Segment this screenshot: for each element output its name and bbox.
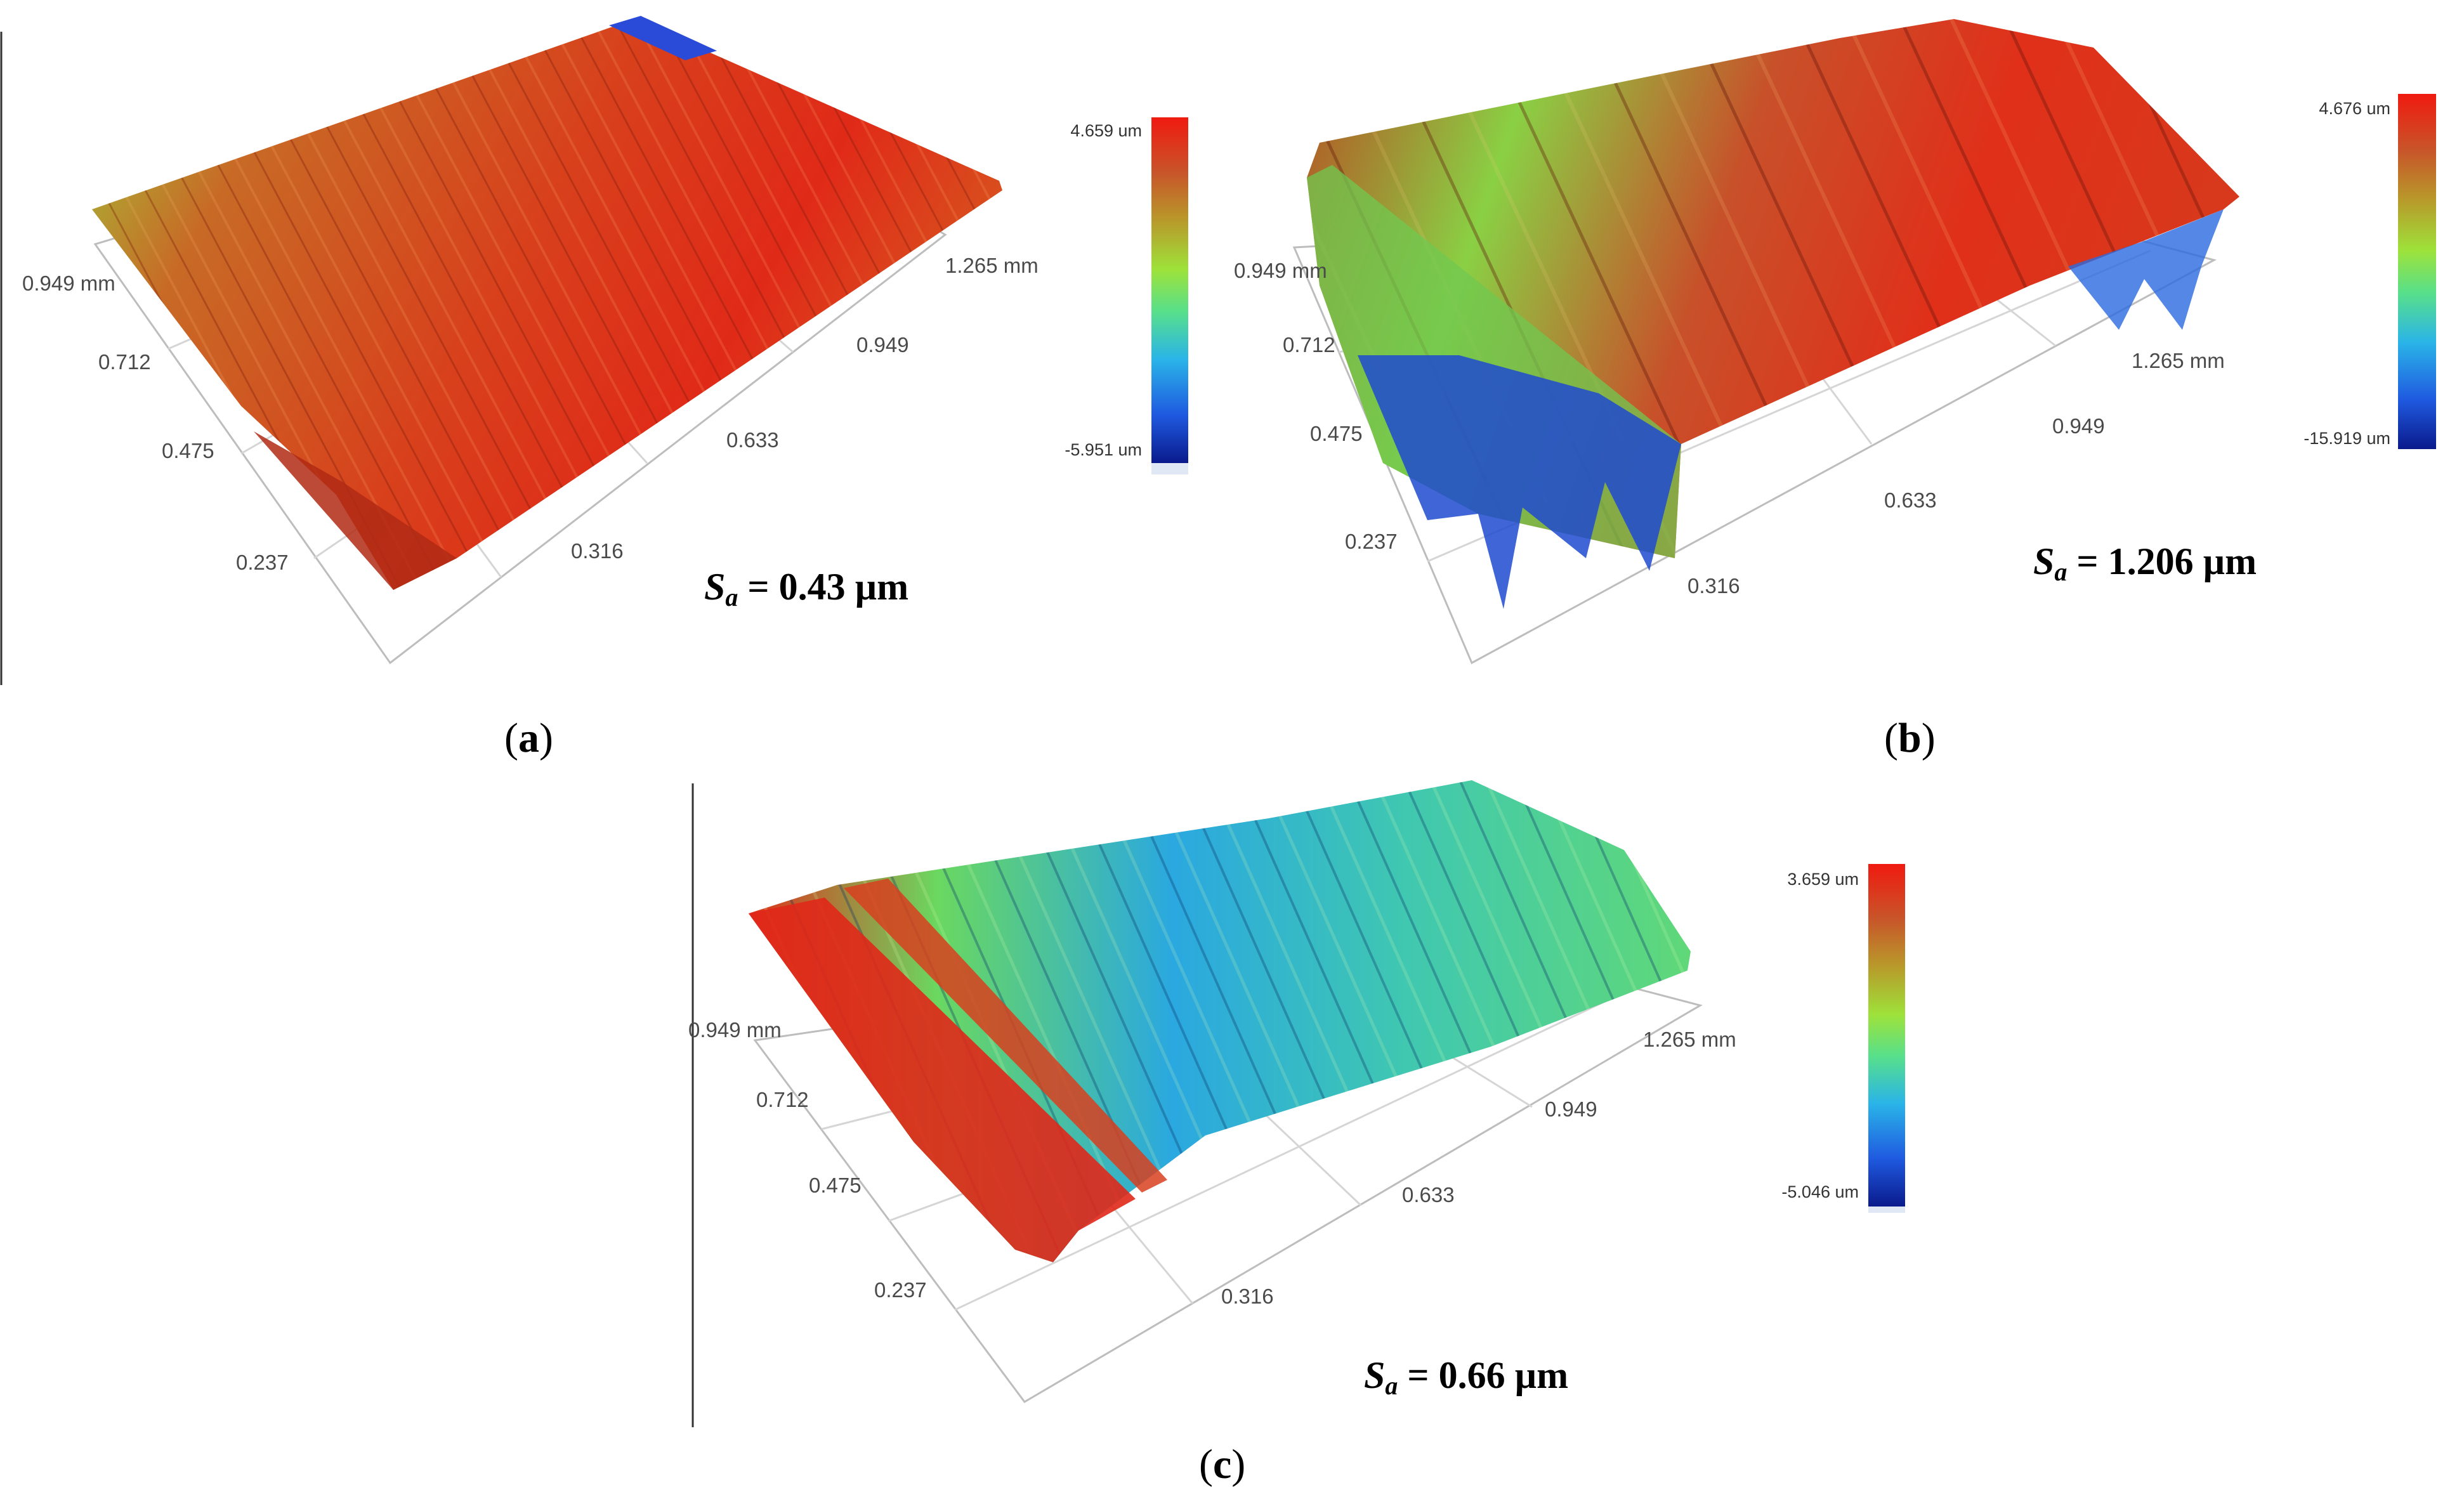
panel-a-y-tick: 1.265 mm [945, 254, 1039, 277]
panel-c-red-ridge-2 [844, 879, 1167, 1193]
panel-a-surface-texture [92, 19, 1002, 590]
panel-c-x-tick: 0.712 [756, 1088, 809, 1111]
panel-b-y-tick: 0.316 [1687, 574, 1740, 598]
panel-a-x-tick: 0.712 [98, 350, 151, 374]
panel-c-colorbar-min: -5.046 um [1781, 1182, 1859, 1201]
panel-c-y-tick: 0.316 [1221, 1285, 1274, 1308]
panel-b-x-tick: 0.475 [1310, 422, 1363, 445]
panel-c-colorbar-max: 3.659 um [1787, 870, 1859, 889]
panel-b-caption: (b) [1884, 715, 1936, 761]
panel-b-deep-valleys [1358, 355, 1681, 609]
panel-c-x-tick: 0.237 [874, 1278, 927, 1302]
panel-b-colorbar-max: 4.676 um [2319, 99, 2390, 118]
panel-c-y-tick: 0.949 [1545, 1097, 1597, 1121]
panel-c-x-tick: 0.949 mm [688, 1018, 782, 1042]
panel-b: 0.949 mm 0.712 0.475 0.237 0.316 0.633 0… [1234, 19, 2436, 761]
panel-c-y-tick: 1.265 mm [1643, 1028, 1736, 1051]
panel-a-x-tick: 0.237 [236, 551, 289, 574]
panel-c-colorbar-scroll [1868, 1206, 1905, 1213]
panel-c-caption: (c) [1199, 1441, 1245, 1488]
panel-b-right-valleys [2068, 209, 2224, 330]
panel-b-x-tick: 0.949 mm [1234, 259, 1327, 282]
panel-c-y-tick: 0.633 [1402, 1183, 1455, 1206]
panel-a-colorbar-scroll [1151, 463, 1188, 474]
panel-a-y-tick: 0.949 [856, 333, 909, 356]
panel-a-colorbar [1151, 117, 1188, 463]
panel-c-red-ridge [749, 898, 1136, 1262]
panel-b-x-tick: 0.237 [1345, 530, 1398, 553]
panel-c-colorbar [1868, 864, 1905, 1206]
panel-a-x-tick: 0.475 [162, 439, 214, 462]
panel-b-colorbar [2398, 94, 2436, 449]
panel-a-y-tick: 0.316 [571, 539, 624, 563]
panel-b-x-tick: 0.712 [1283, 333, 1335, 356]
panel-b-colorbar-min: -15.919 um [2303, 429, 2390, 448]
panel-a-sa-label: Sa = 0.43 µm [704, 566, 908, 611]
panel-a-blue-corner [609, 16, 717, 60]
panel-a-y-tick: 0.633 [726, 428, 779, 452]
panel-c: 0.949 mm 0.712 0.475 0.237 0.316 0.633 0… [688, 780, 1905, 1488]
panel-b-sa-label: Sa = 1.206 µm [2033, 540, 2257, 586]
panel-c-sa-label: Sa = 0.66 µm [1364, 1354, 1568, 1400]
panel-b-y-tick: 1.265 mm [2132, 349, 2225, 372]
panel-a-caption: (a) [504, 715, 553, 761]
panel-a: 0.949 mm 0.712 0.475 0.237 0.316 0.633 0… [0, 16, 1188, 761]
panel-a-front-face [254, 431, 457, 590]
panel-a-colorbar-max: 4.659 um [1070, 121, 1142, 140]
panel-c-x-tick: 0.475 [809, 1174, 862, 1197]
panel-a-colorbar-min: -5.951 um [1065, 440, 1142, 459]
panel-b-y-tick: 0.949 [2052, 414, 2105, 438]
panel-a-x-tick: 0.949 mm [22, 271, 115, 295]
panel-b-y-tick: 0.633 [1884, 488, 1937, 512]
